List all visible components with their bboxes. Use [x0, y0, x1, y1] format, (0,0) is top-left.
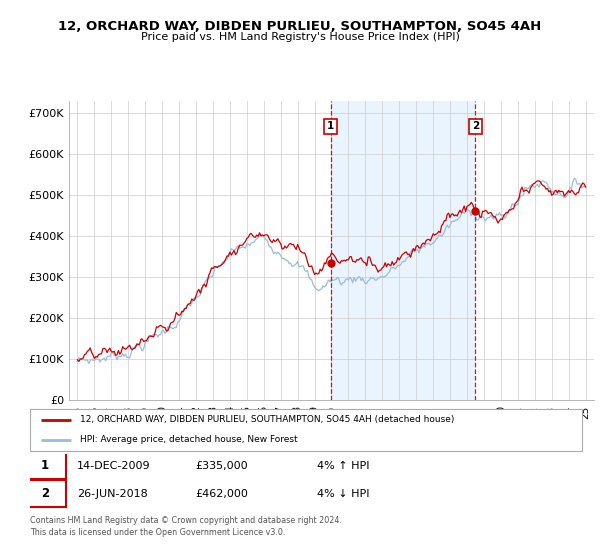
Text: Price paid vs. HM Land Registry's House Price Index (HPI): Price paid vs. HM Land Registry's House …: [140, 32, 460, 43]
Text: Contains HM Land Registry data © Crown copyright and database right 2024.
This d: Contains HM Land Registry data © Crown c…: [30, 516, 342, 537]
FancyBboxPatch shape: [30, 409, 582, 451]
Text: 4% ↓ HPI: 4% ↓ HPI: [317, 488, 370, 498]
FancyBboxPatch shape: [25, 480, 66, 507]
Bar: [331, 101, 475, 400]
Text: 4% ↑ HPI: 4% ↑ HPI: [317, 461, 370, 471]
Text: 1: 1: [327, 122, 334, 131]
Text: 2: 2: [41, 487, 49, 500]
Text: 1: 1: [41, 459, 49, 473]
Text: 12, ORCHARD WAY, DIBDEN PURLIEU, SOUTHAMPTON, SO45 4AH: 12, ORCHARD WAY, DIBDEN PURLIEU, SOUTHAM…: [58, 20, 542, 32]
Text: 12, ORCHARD WAY, DIBDEN PURLIEU, SOUTHAMPTON, SO45 4AH (detached house): 12, ORCHARD WAY, DIBDEN PURLIEU, SOUTHAM…: [80, 415, 454, 424]
Text: 14-DEC-2009: 14-DEC-2009: [77, 461, 151, 471]
Text: HPI: Average price, detached house, New Forest: HPI: Average price, detached house, New …: [80, 435, 298, 445]
FancyBboxPatch shape: [25, 452, 66, 479]
Text: 2: 2: [472, 122, 479, 131]
Text: 26-JUN-2018: 26-JUN-2018: [77, 488, 148, 498]
Text: £335,000: £335,000: [196, 461, 248, 471]
Text: £462,000: £462,000: [196, 488, 248, 498]
